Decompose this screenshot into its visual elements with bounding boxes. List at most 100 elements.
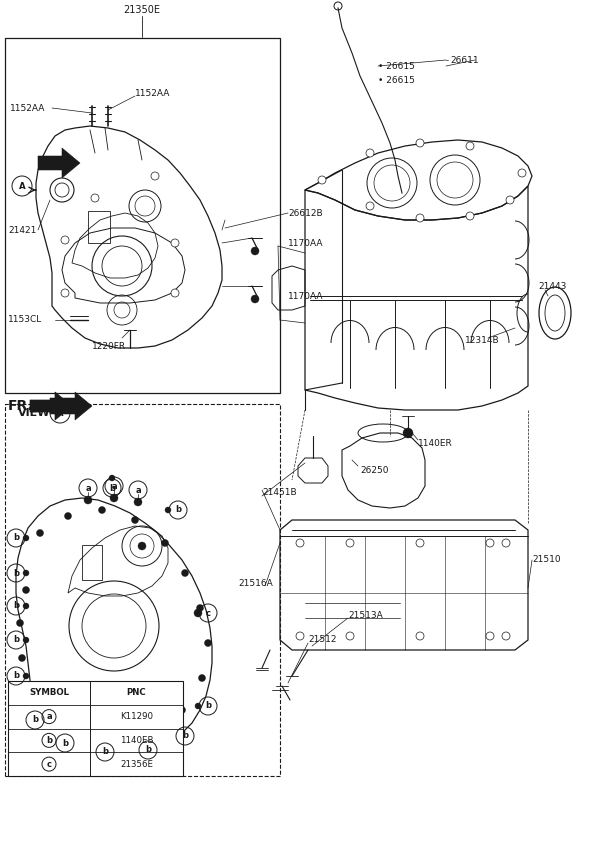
Circle shape bbox=[518, 169, 526, 177]
Circle shape bbox=[91, 194, 99, 202]
Text: 1153CL: 1153CL bbox=[8, 315, 42, 325]
Circle shape bbox=[109, 475, 115, 481]
Text: b: b bbox=[13, 601, 19, 611]
Text: 12314B: 12314B bbox=[465, 336, 500, 344]
Circle shape bbox=[182, 570, 188, 577]
Text: b: b bbox=[13, 568, 19, 577]
Circle shape bbox=[106, 724, 114, 732]
Circle shape bbox=[145, 737, 151, 743]
Bar bbox=[88, 211, 110, 243]
Circle shape bbox=[64, 512, 71, 520]
Circle shape bbox=[23, 637, 29, 643]
Circle shape bbox=[179, 706, 185, 713]
Text: b: b bbox=[13, 672, 19, 680]
Text: b: b bbox=[145, 745, 151, 755]
Text: 1140EB: 1140EB bbox=[120, 736, 154, 745]
Circle shape bbox=[18, 655, 26, 661]
Text: FR.: FR. bbox=[8, 399, 34, 413]
Circle shape bbox=[506, 196, 514, 204]
Circle shape bbox=[466, 142, 474, 150]
Text: • 26615: • 26615 bbox=[378, 62, 415, 70]
Circle shape bbox=[102, 739, 108, 745]
Text: b: b bbox=[109, 483, 115, 493]
Circle shape bbox=[144, 722, 152, 729]
Circle shape bbox=[161, 539, 168, 546]
Text: 1220FR: 1220FR bbox=[92, 342, 126, 350]
Bar bbox=[5, 38, 280, 393]
Circle shape bbox=[110, 494, 118, 502]
Circle shape bbox=[403, 428, 413, 438]
Circle shape bbox=[416, 539, 424, 547]
Text: • 26615: • 26615 bbox=[378, 75, 415, 85]
Circle shape bbox=[502, 539, 510, 547]
Circle shape bbox=[98, 506, 106, 514]
Text: b: b bbox=[46, 736, 52, 745]
Circle shape bbox=[416, 214, 424, 222]
Circle shape bbox=[61, 289, 69, 297]
Circle shape bbox=[502, 632, 510, 640]
Circle shape bbox=[36, 529, 44, 537]
Circle shape bbox=[23, 535, 29, 541]
Circle shape bbox=[23, 587, 29, 594]
Text: A: A bbox=[18, 181, 25, 191]
Bar bbox=[5, 404, 280, 776]
Text: b: b bbox=[102, 747, 108, 756]
Text: 21356E: 21356E bbox=[120, 760, 153, 768]
Circle shape bbox=[346, 539, 354, 547]
Circle shape bbox=[171, 239, 179, 247]
Polygon shape bbox=[50, 392, 92, 420]
Circle shape bbox=[84, 496, 92, 504]
Circle shape bbox=[171, 289, 179, 297]
Circle shape bbox=[204, 639, 211, 646]
Text: c: c bbox=[47, 760, 52, 768]
Text: c: c bbox=[206, 609, 211, 617]
Text: A: A bbox=[56, 408, 64, 418]
Circle shape bbox=[69, 717, 76, 723]
Text: PNC: PNC bbox=[126, 689, 146, 697]
Circle shape bbox=[34, 689, 42, 696]
Circle shape bbox=[416, 139, 424, 147]
Circle shape bbox=[346, 632, 354, 640]
Text: b: b bbox=[13, 635, 19, 644]
Circle shape bbox=[296, 539, 304, 547]
Text: b: b bbox=[175, 505, 181, 515]
Text: 1170AA: 1170AA bbox=[288, 238, 324, 248]
Circle shape bbox=[194, 609, 202, 617]
Text: b: b bbox=[205, 701, 211, 711]
Circle shape bbox=[165, 507, 171, 513]
Text: a: a bbox=[135, 486, 141, 494]
Text: K11290: K11290 bbox=[120, 712, 153, 721]
Text: b: b bbox=[32, 716, 38, 724]
Circle shape bbox=[23, 603, 29, 609]
Text: 21443: 21443 bbox=[538, 282, 566, 291]
Circle shape bbox=[195, 703, 201, 709]
Text: 26250: 26250 bbox=[360, 466, 389, 475]
Text: a: a bbox=[85, 483, 91, 493]
Circle shape bbox=[138, 542, 146, 550]
Bar bbox=[8, 681, 183, 776]
Text: 1170AA: 1170AA bbox=[288, 292, 324, 300]
Circle shape bbox=[62, 730, 68, 736]
Circle shape bbox=[318, 176, 326, 184]
Circle shape bbox=[251, 247, 259, 255]
Circle shape bbox=[366, 202, 374, 210]
Text: a: a bbox=[111, 482, 117, 490]
Text: 21513A: 21513A bbox=[348, 611, 383, 621]
Text: VIEW: VIEW bbox=[18, 408, 50, 418]
Circle shape bbox=[151, 172, 159, 180]
Polygon shape bbox=[38, 148, 80, 178]
Text: 21350E: 21350E bbox=[123, 5, 160, 15]
Circle shape bbox=[251, 295, 259, 303]
Text: a: a bbox=[46, 712, 52, 721]
Circle shape bbox=[23, 673, 29, 679]
Text: SYMBOL: SYMBOL bbox=[29, 689, 69, 697]
Circle shape bbox=[134, 498, 142, 506]
Text: b: b bbox=[13, 533, 19, 543]
Circle shape bbox=[466, 212, 474, 220]
Text: 21510: 21510 bbox=[532, 555, 561, 565]
Text: 26612B: 26612B bbox=[288, 209, 322, 217]
Text: 21421: 21421 bbox=[8, 226, 36, 235]
Text: 1140ER: 1140ER bbox=[418, 438, 453, 448]
Text: 1152AA: 1152AA bbox=[135, 88, 170, 98]
Circle shape bbox=[23, 570, 29, 576]
